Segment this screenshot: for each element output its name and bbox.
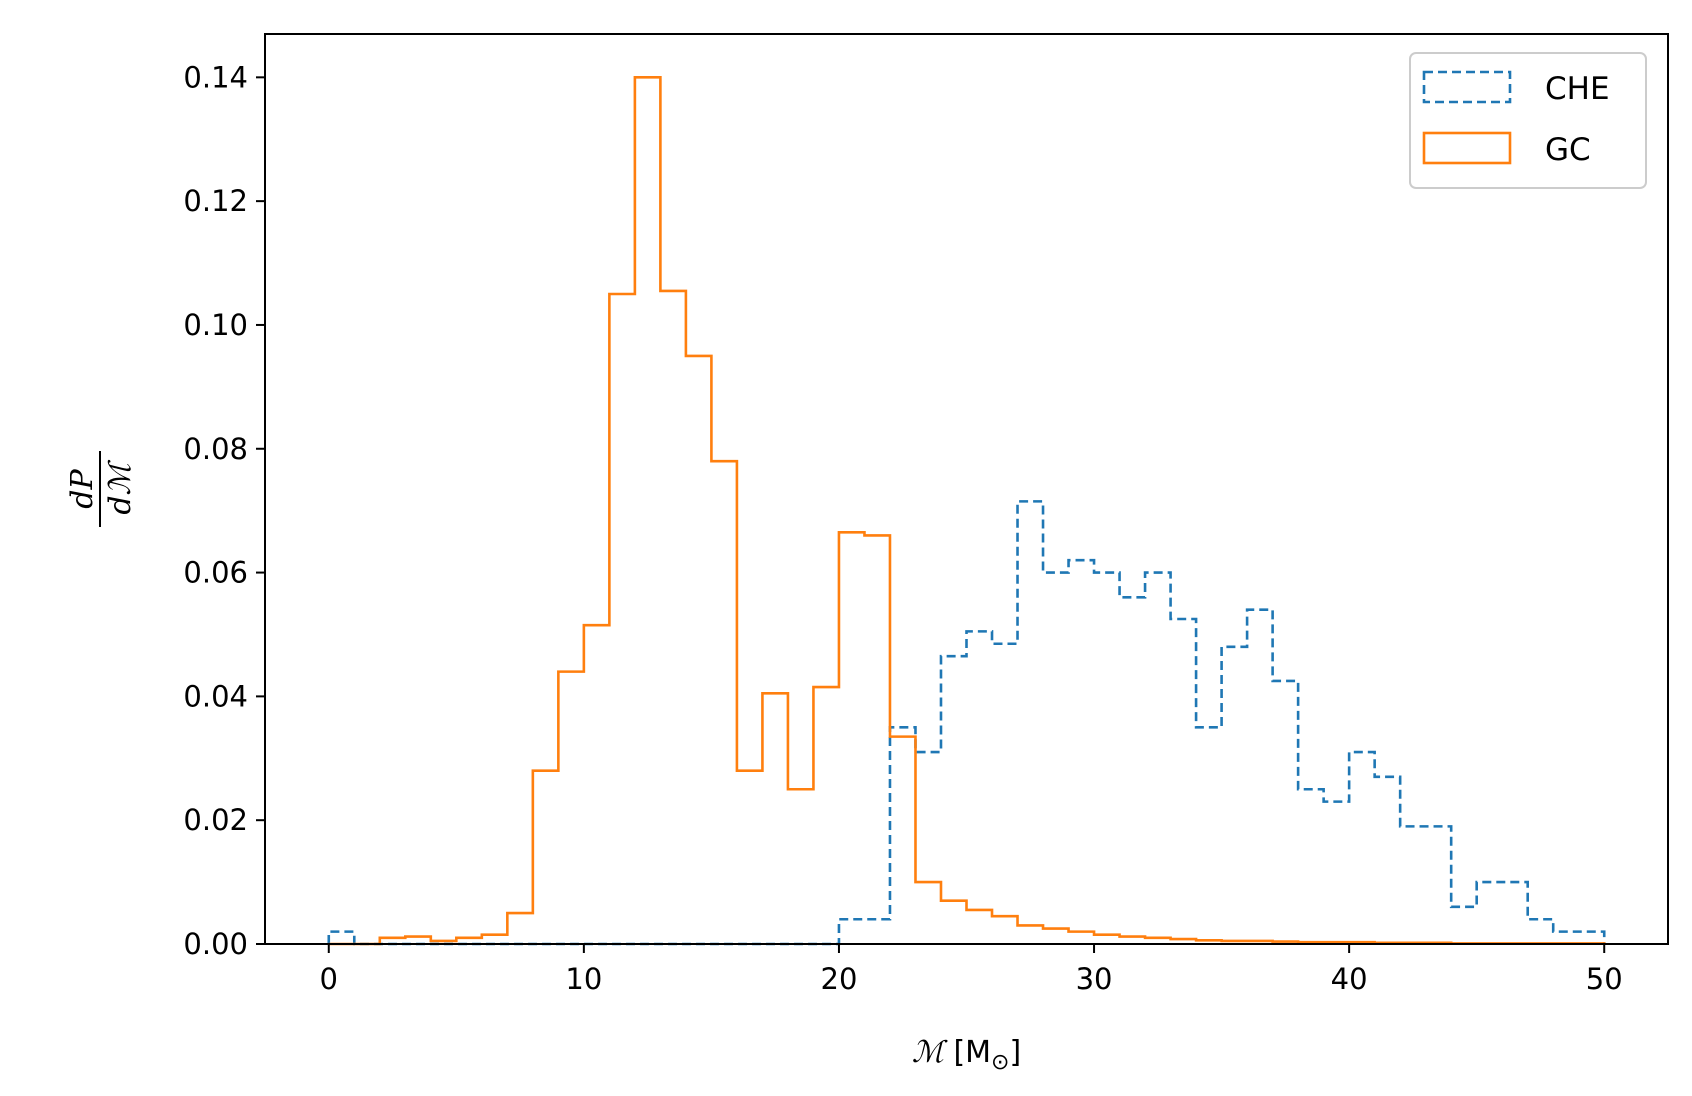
series-che-step-line xyxy=(327,500,1606,946)
legend-label-gc: GC xyxy=(1545,132,1591,168)
x-tick-label: 40 xyxy=(1331,962,1368,996)
x-tick-label: 0 xyxy=(320,962,338,996)
x-tick-label: 20 xyxy=(821,962,858,996)
y-axis-title: dP dℳ xyxy=(65,451,138,527)
series-layer xyxy=(327,76,1606,946)
y-axis-title-numerator: dP xyxy=(65,468,100,508)
x-tick-label: 30 xyxy=(1076,962,1113,996)
y-tick-label: 0.06 xyxy=(183,556,248,590)
y-tick-label: 0.08 xyxy=(183,432,248,466)
x-tick-label: 10 xyxy=(565,962,602,996)
y-tick-label: 0.14 xyxy=(183,60,248,94)
series-gc-step-line xyxy=(328,76,1606,946)
y-axis: 0.00 0.02 0.04 0.06 0.08 0.10 0.12 0.14 xyxy=(183,60,265,961)
x-axis-symbol: ℳ xyxy=(912,1035,948,1070)
x-axis-unit-open: [M xyxy=(944,1035,991,1070)
y-tick-label: 0.10 xyxy=(183,308,248,342)
y-axis-title-denominator: dℳ xyxy=(103,459,138,514)
axes-frame xyxy=(264,33,1669,945)
x-axis-unit-close: ] xyxy=(1009,1035,1021,1070)
x-tick-label: 50 xyxy=(1586,962,1623,996)
legend-box xyxy=(1409,52,1647,189)
x-axis: 0 10 20 30 40 50 xyxy=(320,944,1623,996)
x-axis-unit-sub: ⊙ xyxy=(991,1050,1009,1075)
legend-swatch-gc xyxy=(1422,131,1512,165)
legend-swatch-che xyxy=(1422,70,1512,104)
x-axis-title: ℳ [M⊙] xyxy=(912,1035,1021,1075)
legend: CHE GC xyxy=(1409,52,1647,189)
y-tick-label: 0.04 xyxy=(183,679,248,713)
legend-label-che: CHE xyxy=(1545,71,1610,107)
y-tick-label: 0.02 xyxy=(183,803,248,837)
y-tick-label: 0.00 xyxy=(183,927,248,961)
y-tick-label: 0.12 xyxy=(183,184,248,218)
